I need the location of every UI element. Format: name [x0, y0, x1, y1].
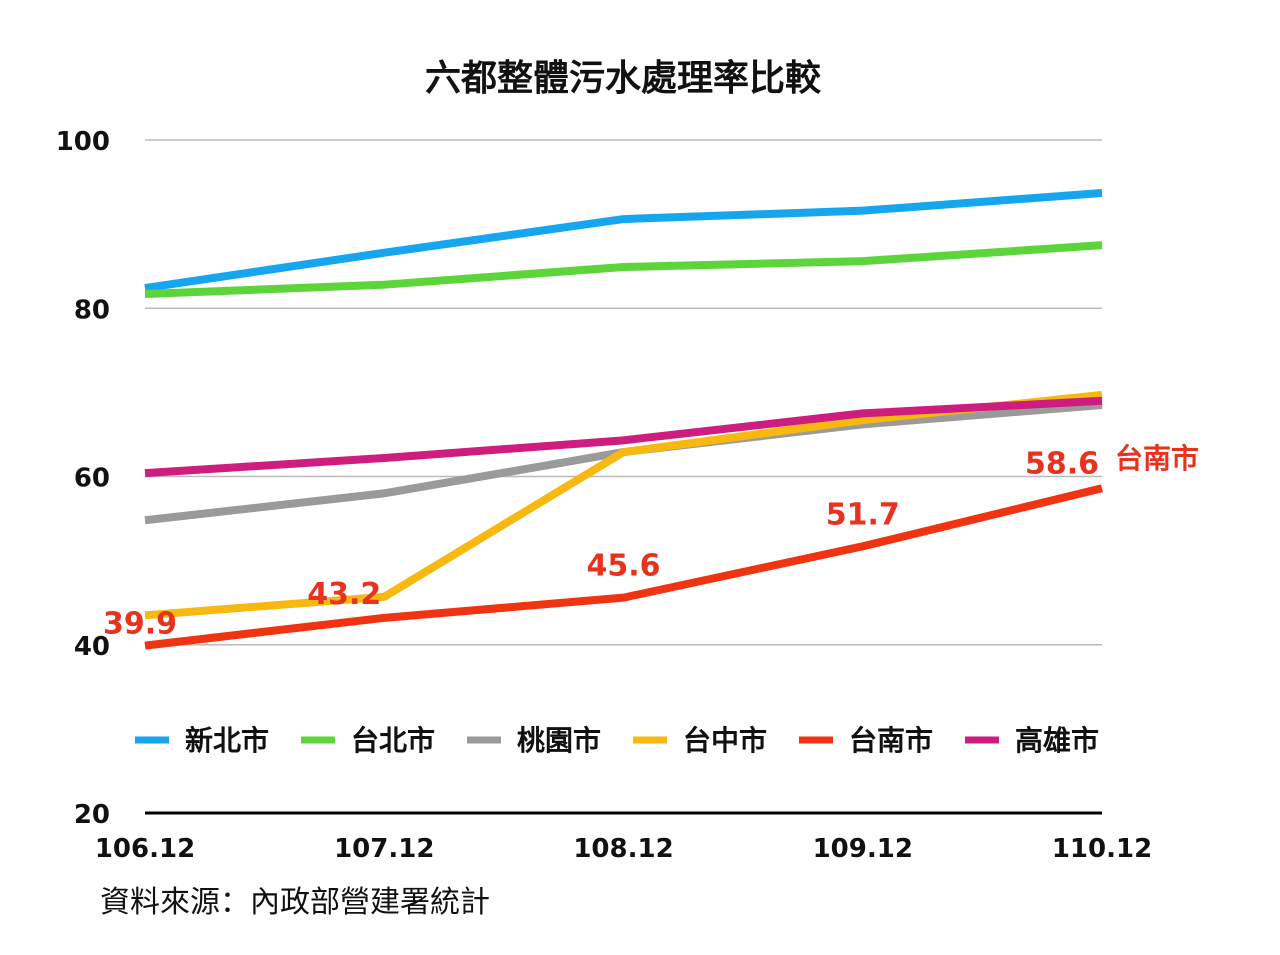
data-label: 39.9: [103, 607, 177, 642]
series-line-台北市: [144, 241, 1103, 298]
x-tick-label: 107.12: [334, 834, 434, 864]
chart-title: 六都整體污水處理率比較: [425, 58, 822, 99]
end-annotation: 台南市: [1115, 442, 1199, 475]
x-tick-label: 109.12: [813, 834, 913, 864]
legend-label: 桃園市: [517, 724, 601, 757]
series-line-台南市: [144, 484, 1103, 650]
data-label: 58.6: [1025, 446, 1099, 481]
source-note: 資料來源：內政部營建署統計: [100, 885, 490, 920]
series-line-新北市: [144, 189, 1103, 293]
series-line-高雄市: [144, 396, 1103, 478]
y-tick-label: 20: [74, 800, 110, 830]
legend-label: 新北市: [185, 724, 269, 757]
legend-label: 台北市: [351, 724, 435, 757]
y-tick-label: 60: [74, 464, 110, 494]
legend-label: 台中市: [683, 724, 767, 757]
x-tick-label: 106.12: [95, 834, 195, 864]
y-tick-label: 40: [74, 632, 110, 662]
data-label: 51.7: [826, 497, 900, 532]
legend-label: 高雄市: [1015, 724, 1099, 757]
y-tick-label: 100: [56, 127, 110, 157]
legend-label: 台南市: [849, 724, 933, 757]
x-tick-label: 110.12: [1052, 834, 1152, 864]
x-tick-label: 108.12: [573, 834, 673, 864]
y-tick-label: 80: [74, 295, 110, 325]
data-label: 43.2: [307, 577, 381, 612]
data-label: 45.6: [586, 549, 660, 584]
